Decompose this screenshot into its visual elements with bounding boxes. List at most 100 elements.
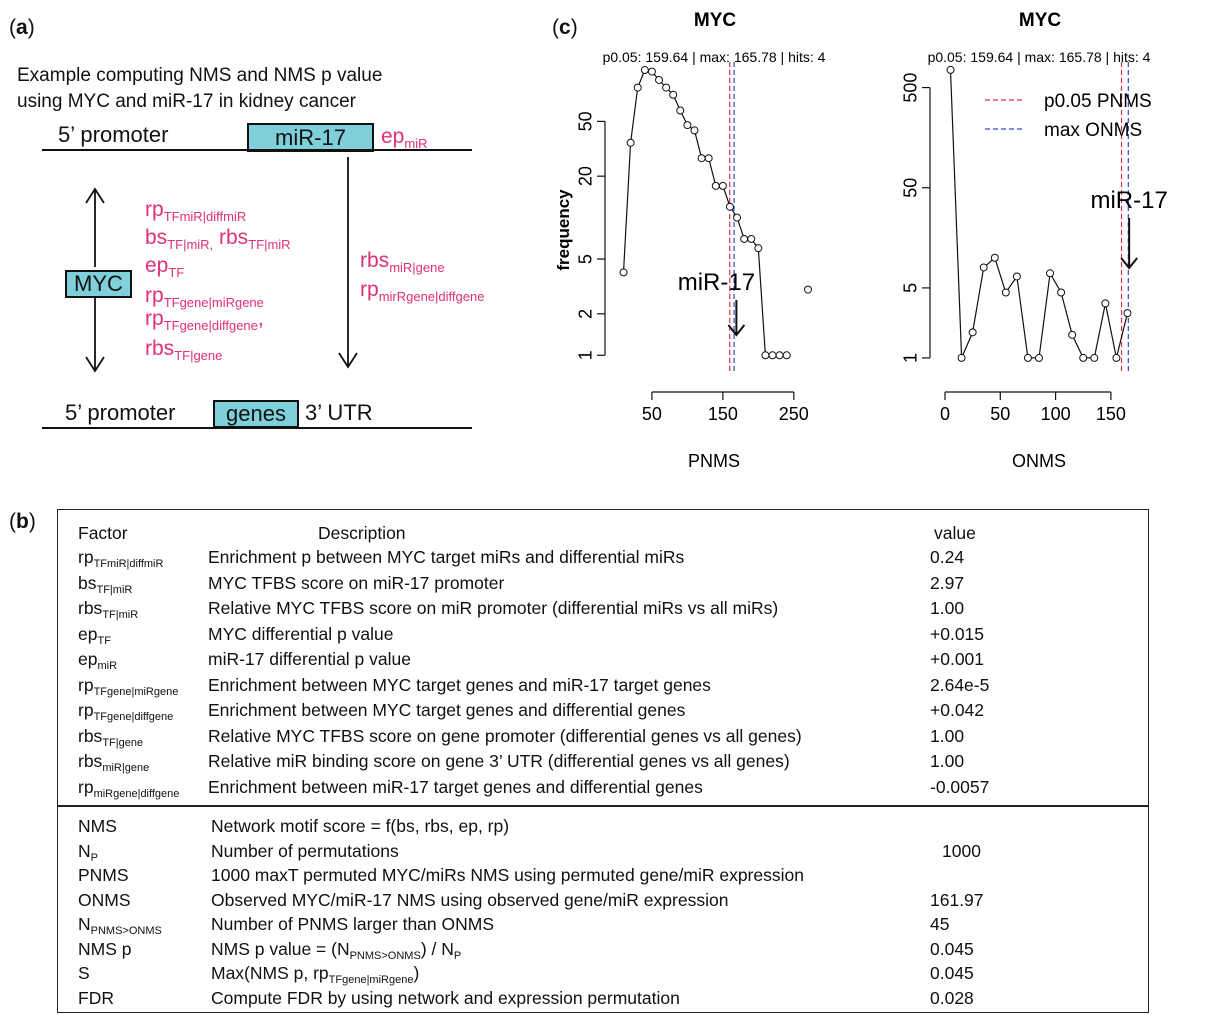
value-cell: 1000 (942, 840, 981, 861)
value-cell: 1.00 (930, 725, 965, 746)
factor-row: rbsTF|gene Relative MYC TFBS score on gen… (58, 726, 1148, 750)
data-point (718, 181, 727, 190)
description-cell: Observed MYC/miR-17 NMS using observed g… (211, 889, 729, 910)
header-factor: Factor (78, 523, 128, 543)
factor-row: rpTFgene|miRgene Enrichment between MYC t… (58, 675, 1148, 699)
value-cell: 45 (930, 914, 950, 934)
factor-cell: rbsTF|miR (78, 598, 139, 621)
value-cell: 161.97 (930, 889, 984, 910)
x-tick-label: 100 (1041, 404, 1071, 424)
factor-row: rpmiRgene|diffgene Enrichment between miR… (58, 777, 1148, 801)
factor-cell: rpTFmiR|diffmiR (78, 547, 164, 570)
panel-b-label: (b) (9, 510, 36, 533)
value-cell: +0.015 (930, 623, 985, 644)
example-line-2: using MYC and miR-17 in kidney cancer (17, 91, 356, 112)
factor-row: rpTFmiR|diffmiR Enrichment p between MYC … (58, 547, 1148, 571)
x-axis-label: ONMS (1012, 451, 1066, 471)
data-point (957, 353, 966, 362)
factor-row: rbsmiR|gene Relative miR binding score on… (58, 751, 1148, 775)
data-point (754, 244, 763, 253)
data-point (690, 126, 699, 135)
x-tick-label: 50 (990, 404, 1010, 424)
value-cell: 0.24 (930, 547, 965, 567)
var-rp-mirrgene-diffgene: rpmirRgene|diffgene (360, 278, 485, 305)
value-cell: 0.028 (930, 987, 974, 1008)
data-point (669, 90, 678, 99)
value-cell: +0.001 (930, 649, 985, 669)
value-cell: 0.045 (930, 963, 974, 983)
data-point (619, 268, 628, 277)
summary-row: PNMS 1000 maxT permuted MYC/miRs NMS usin… (58, 865, 1148, 889)
data-point (946, 65, 955, 74)
description-cell: Enrichment p between MYC target miRs and… (208, 547, 685, 567)
legend-label: max ONMS (1044, 120, 1142, 141)
description-cell: MYC differential p value (208, 623, 394, 644)
series-line (622, 69, 787, 356)
bidirectional-arrow-icon (85, 187, 105, 373)
factor-cell: bsTF|miR (78, 572, 133, 596)
bottom-dna-line (42, 427, 472, 429)
data-point (740, 234, 749, 243)
factor-cell: FDR (78, 987, 114, 1008)
data-point (1035, 353, 1043, 362)
ep-mir-var: epmiR (381, 125, 428, 152)
description-cell: Max(NMS p, rpTFgene|miRgene) (211, 963, 420, 986)
data-point (655, 75, 664, 84)
example-line-1: Example computing NMS and NMS p value (17, 65, 383, 86)
data-point (662, 83, 671, 92)
data-point (1001, 288, 1010, 297)
data-point (968, 328, 977, 337)
legend-label: p0.05 PNMS (1044, 91, 1152, 112)
data-point (704, 154, 713, 163)
factor-cell: PNMS (78, 865, 129, 885)
panel-a-label: (a) (9, 16, 35, 39)
description-cell: Network motif score = f(bs, rbs, ep, rp) (211, 816, 510, 836)
chart-subtitle: p0.05: 159.64 | max: 165.78 | hits: 4 (928, 49, 1151, 65)
y-tick-label: 5 (576, 254, 596, 264)
x-tick-label: 50 (642, 404, 662, 424)
description-cell: Enrichment between MYC target genes and … (208, 674, 711, 695)
data-point (1012, 272, 1021, 281)
y-tick-label: 5 (901, 283, 921, 293)
data-point (1023, 353, 1032, 362)
value-cell: 1.00 (930, 751, 965, 771)
data-point (1046, 269, 1055, 278)
factor-cell: NMS (78, 816, 117, 836)
description-cell: Relative MYC TFBS score on gene promoter… (208, 725, 802, 746)
summary-row: NP Number of permutations 1000 (58, 841, 1148, 865)
table-separator (58, 805, 1148, 807)
var-ep-tf: epTF (145, 254, 185, 281)
factor-row: rbsTF|miR Relative MYC TFBS score on miR … (58, 598, 1148, 622)
summary-row: ONMS Observed MYC/miR-17 NMS using observ… (58, 890, 1148, 914)
description-cell: Number of PNMS larger than ONMS (211, 914, 495, 934)
x-tick-label: 150 (1096, 404, 1126, 424)
data-point (697, 154, 706, 163)
data-point (990, 253, 999, 262)
header-value: value (934, 523, 976, 543)
x-tick-label: 0 (940, 404, 950, 424)
value-cell: +0.042 (930, 700, 985, 720)
factor-row: bsTF|miR MYC TFBS score on miR-17 promote… (58, 573, 1148, 597)
data-point (733, 213, 742, 222)
data-point (747, 234, 756, 243)
description-cell: MYC TFBS score on miR-17 promoter (208, 572, 505, 593)
x-axis-label: PNMS (688, 451, 740, 471)
description-cell: Relative miR binding score on gene 3’ UT… (208, 751, 790, 771)
y-tick-label: 2 (576, 309, 596, 319)
header-description: Description (318, 523, 406, 543)
annotation-label: miR-17 (678, 269, 755, 296)
chart-title: MYC (694, 10, 737, 31)
data-point (782, 351, 791, 360)
factor-cell: S (78, 963, 90, 983)
bottom-promoter-label: 5’ promoter (65, 400, 176, 425)
factor-row: epmiR miR-17 differential p value +0.001 (58, 649, 1148, 673)
y-axis-label: frequency (554, 189, 573, 271)
factor-row: epTF MYC differential p value +0.015 (58, 624, 1148, 648)
data-point (640, 66, 649, 75)
data-point (676, 106, 685, 115)
y-tick-label: 50 (576, 111, 596, 131)
y-tick-label: 20 (576, 166, 596, 186)
factor-cell: rbsmiR|gene (78, 751, 150, 774)
top-dna-line (42, 149, 472, 151)
factor-row: rpTFgene|diffgene Enrichment between MYC … (58, 700, 1148, 724)
